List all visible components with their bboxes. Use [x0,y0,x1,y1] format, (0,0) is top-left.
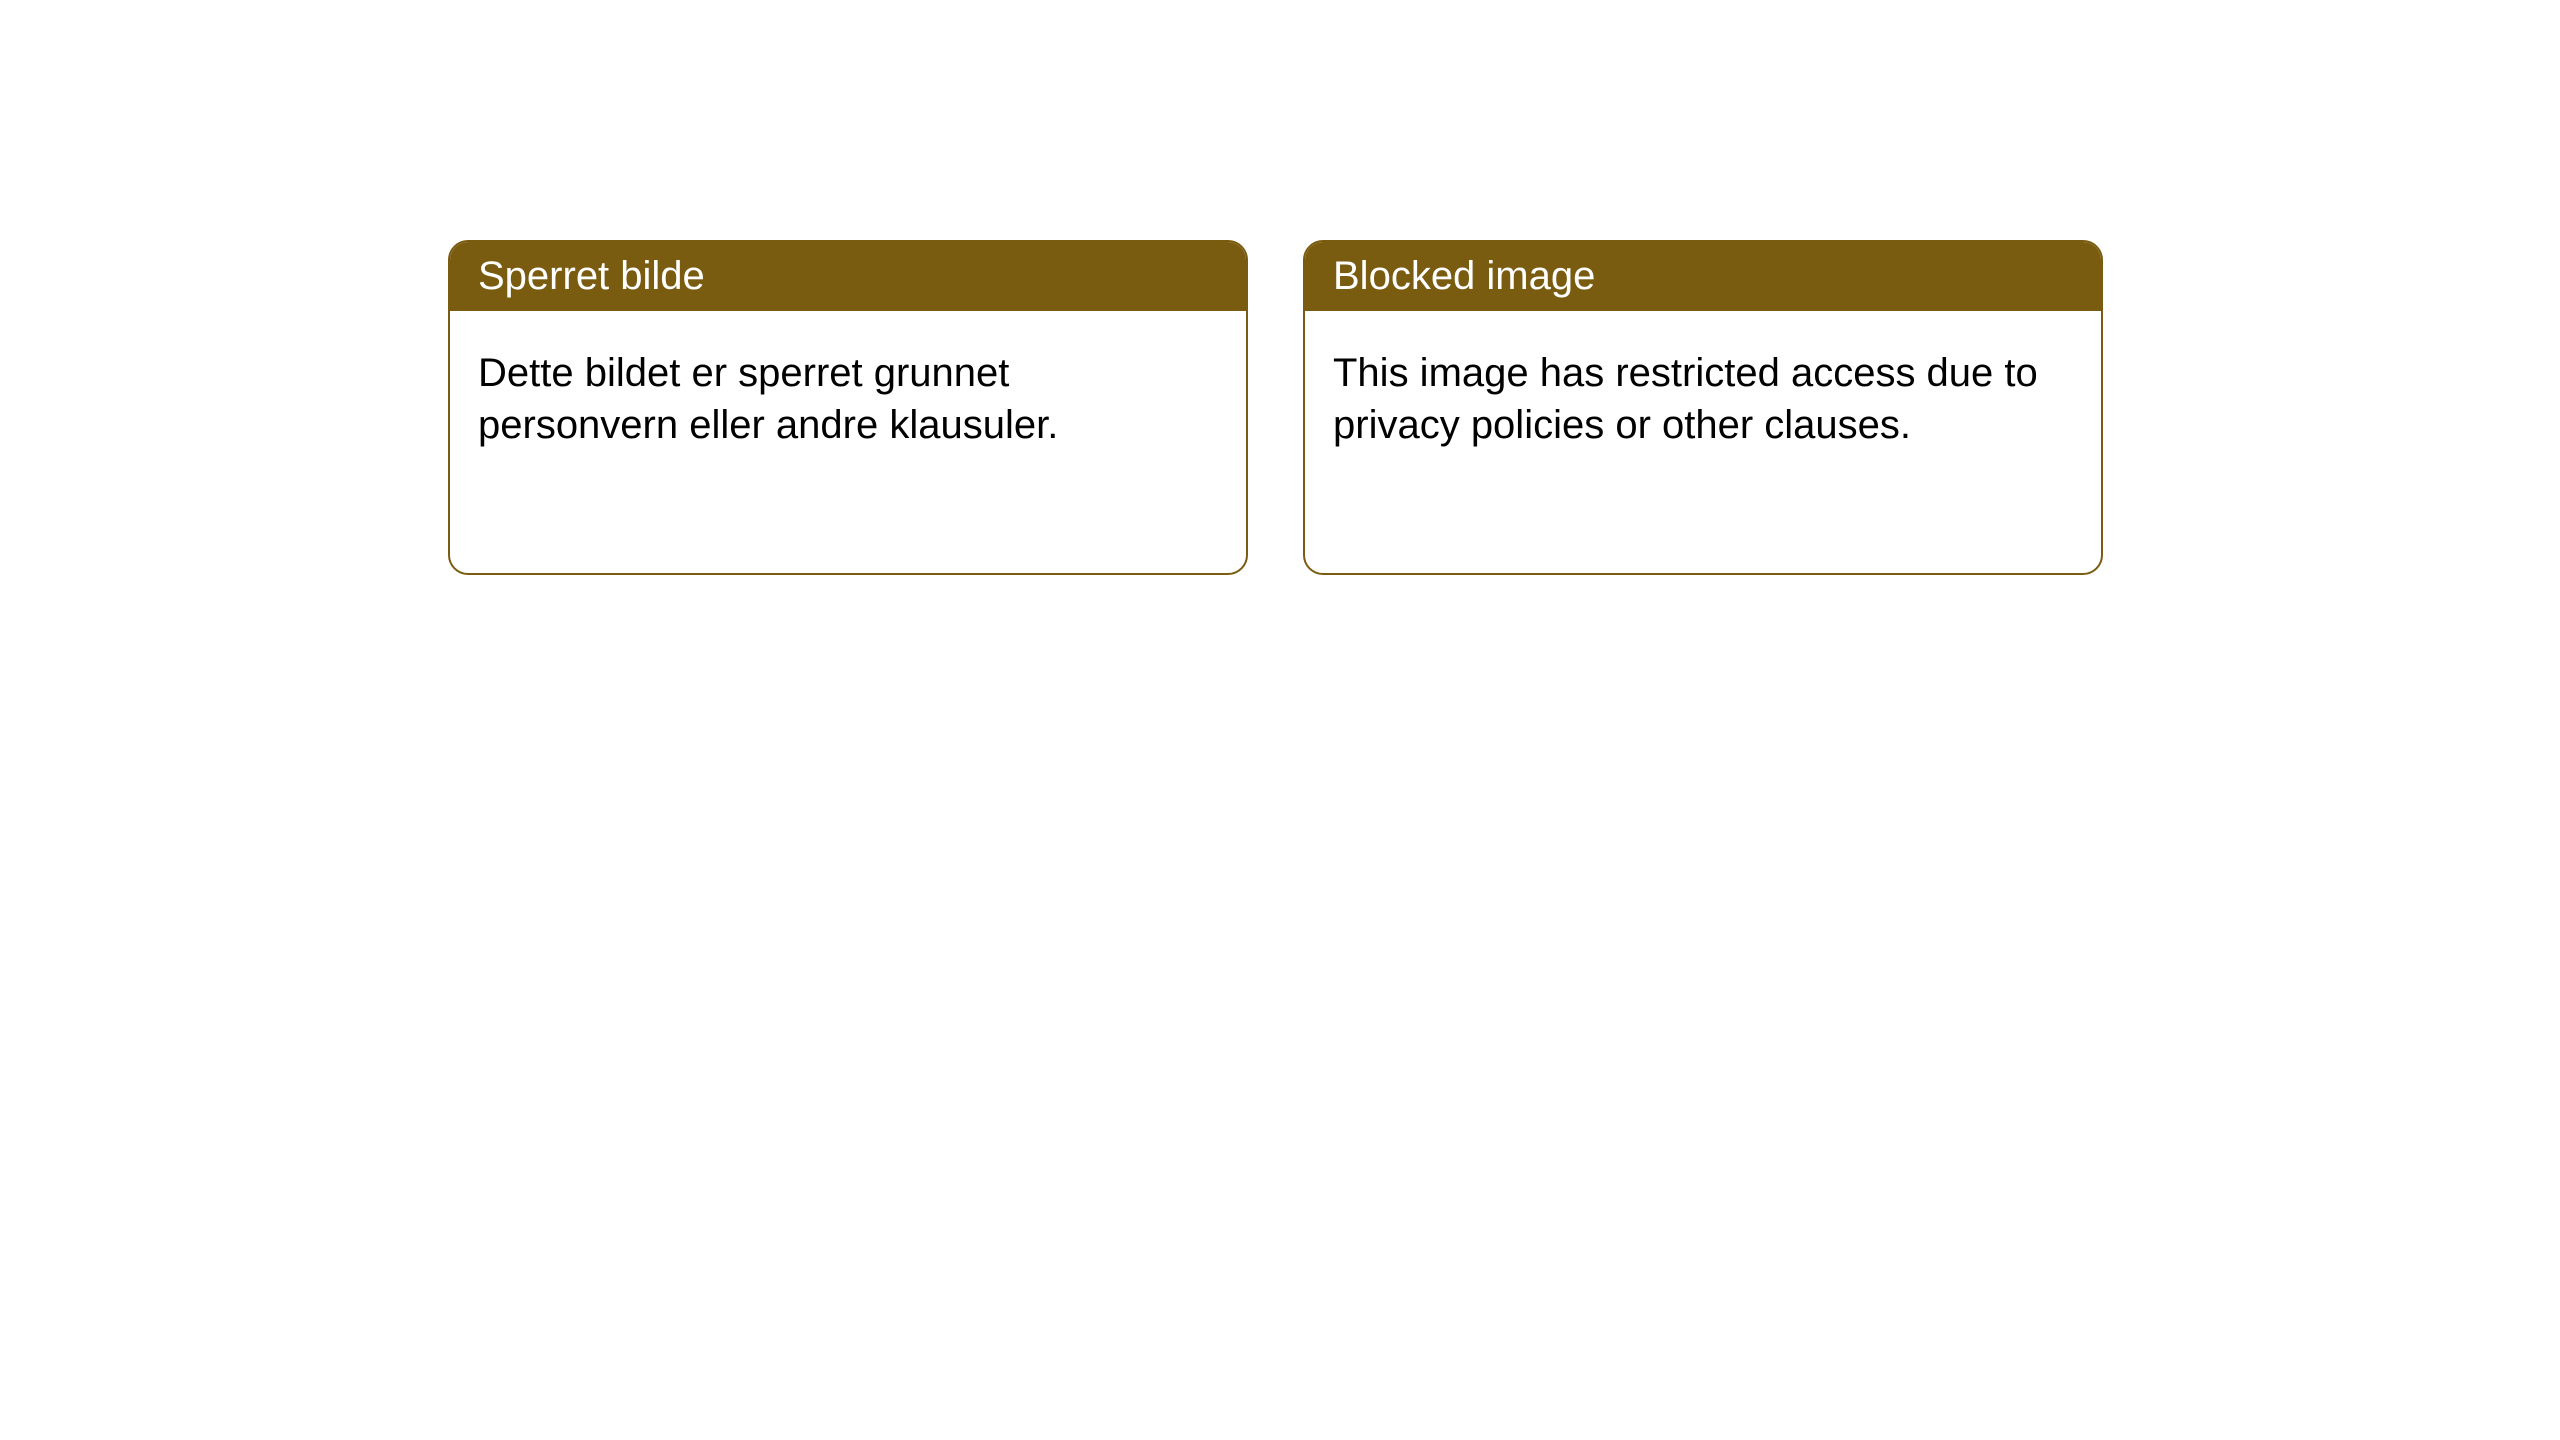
notice-card-body: This image has restricted access due to … [1305,311,2101,487]
notice-card-title: Sperret bilde [450,242,1246,311]
notice-card-norwegian: Sperret bilde Dette bildet er sperret gr… [448,240,1248,575]
notice-card-title: Blocked image [1305,242,2101,311]
notice-container: Sperret bilde Dette bildet er sperret gr… [448,240,2103,575]
notice-card-english: Blocked image This image has restricted … [1303,240,2103,575]
notice-card-body: Dette bildet er sperret grunnet personve… [450,311,1246,487]
